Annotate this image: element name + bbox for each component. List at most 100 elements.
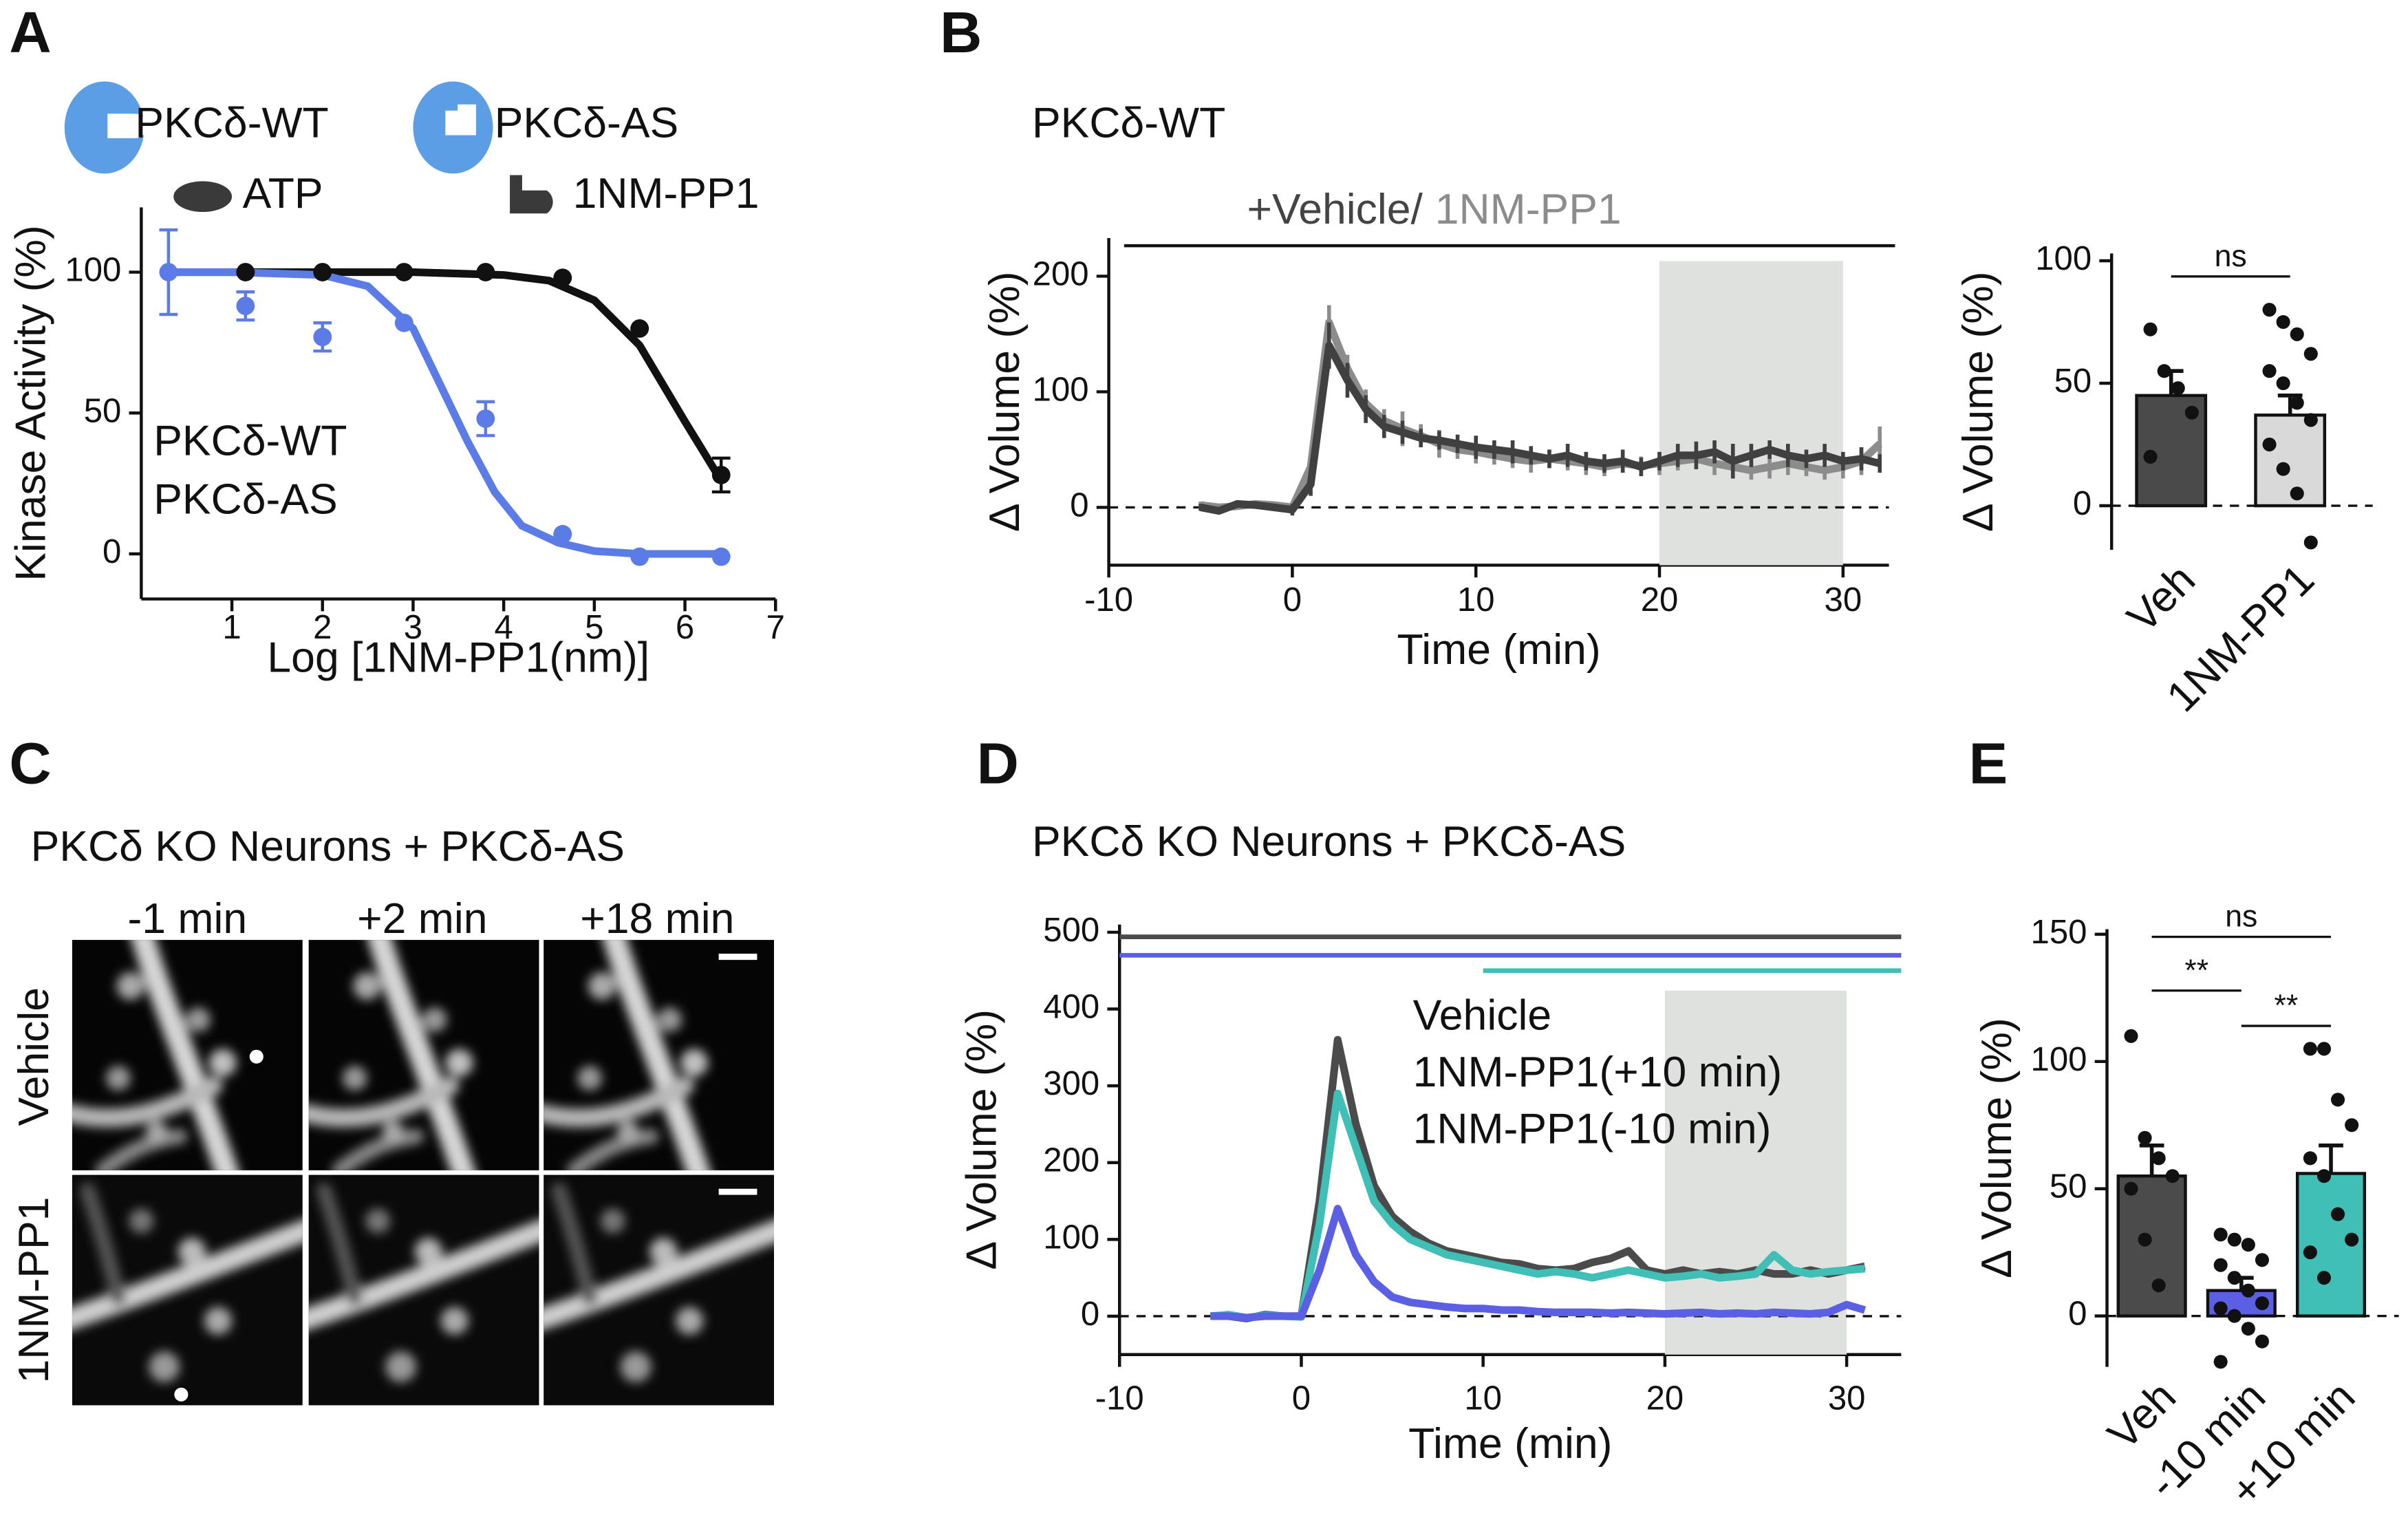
chart-title: PKCδ KO Neurons + PKCδ-AS: [1032, 817, 1626, 866]
point: [2262, 303, 2277, 317]
x-tick-label: 6: [676, 609, 694, 646]
point: [711, 465, 731, 484]
point: [2227, 1232, 2242, 1247]
point: [2138, 1130, 2152, 1145]
y-tick-label: 100: [1033, 371, 1089, 408]
image: [301, 932, 539, 1178]
legend-label: 1NM-PP1(+10 min): [1413, 1048, 1783, 1096]
point: [2151, 1278, 2166, 1293]
legend-label: 1NM-PP1: [1435, 185, 1622, 233]
legend-label: 1NM-PP1(-10 min): [1413, 1105, 1772, 1153]
point: [236, 263, 255, 281]
significance-label: ns: [2225, 900, 2257, 934]
y-tick-label: 400: [1043, 989, 1099, 1026]
point: [476, 409, 495, 428]
x-tick-label: 30: [1828, 1380, 1866, 1417]
x-tick-label: 7: [766, 609, 785, 646]
image: [301, 1175, 547, 1406]
pocket-icon: [445, 104, 476, 136]
marker-dot: [249, 1049, 264, 1064]
point: [2290, 486, 2304, 501]
point: [394, 263, 413, 281]
panel-label: E: [1969, 730, 2008, 795]
point: [2157, 364, 2171, 378]
x-tick-label: 1: [222, 609, 241, 646]
x-tick-label: 0: [1292, 1380, 1311, 1417]
y-tick-label: 100: [1043, 1219, 1099, 1256]
point: [2213, 1355, 2228, 1369]
image: [536, 1175, 782, 1406]
point: [2227, 1309, 2242, 1323]
x-tick-label: Veh: [2118, 555, 2204, 642]
point: [476, 263, 495, 281]
pocket-icon: [107, 114, 148, 138]
y-axis-title: Δ Volume (%): [1972, 1018, 2021, 1278]
y-tick-label: 50: [84, 392, 122, 429]
point: [313, 263, 332, 281]
point: [2303, 413, 2318, 427]
y-tick-label: 50: [2050, 1168, 2087, 1205]
x-tick-label: 3: [404, 609, 422, 646]
point: [2165, 1169, 2180, 1183]
atp-icon: [173, 181, 233, 213]
y-tick-label: 0: [103, 533, 121, 570]
series-line: [1210, 1089, 1866, 1322]
point: [2345, 1118, 2359, 1133]
point: [2316, 1042, 2332, 1056]
point: [313, 328, 332, 347]
series-line: [1199, 341, 1881, 515]
point: [711, 547, 731, 566]
point: [2316, 1169, 2332, 1183]
point: [630, 319, 649, 338]
annotation: +Vehicle/1NM-PP1: [1247, 185, 1622, 233]
y-tick-label: 100: [2031, 1041, 2087, 1078]
y-tick-label: 100: [65, 252, 121, 289]
y-tick-label: 300: [1043, 1065, 1099, 1102]
series-line: [1210, 1205, 1867, 1322]
x-tick-label: -10: [1095, 1380, 1144, 1417]
point: [2331, 1093, 2345, 1107]
point: [394, 313, 413, 332]
y-tick-label: 0: [2073, 485, 2092, 522]
row-label: Vehicle: [10, 987, 58, 1126]
chart-title: PKCδ-WT: [1032, 99, 1225, 147]
point: [2303, 347, 2318, 361]
point: [2171, 381, 2185, 396]
point: [2124, 1029, 2138, 1043]
point: [2255, 1253, 2269, 1267]
point: [2290, 327, 2304, 341]
x-tick-label: 10: [1464, 1380, 1502, 1417]
y-tick-label: 500: [1043, 912, 1099, 949]
point: [2143, 449, 2158, 464]
image: [65, 1175, 310, 1406]
image: [65, 932, 303, 1178]
x-axis-title: Log [1NM-PP1(nm)]: [267, 633, 649, 681]
legend-label: PKCδ-AS: [153, 475, 338, 523]
point: [2241, 1283, 2255, 1298]
error-bar: [2277, 394, 2303, 416]
point: [2255, 1334, 2269, 1349]
point: [553, 268, 572, 288]
point: [2241, 1322, 2255, 1336]
y-tick-label: 50: [2054, 363, 2092, 400]
y-tick-label: 0: [2068, 1296, 2087, 1333]
panel-label: B: [940, 0, 982, 65]
error-bar: [2139, 1144, 2164, 1177]
annotation-text: +Vehicle/: [1247, 185, 1423, 233]
point: [2241, 1238, 2255, 1252]
row-label: 1NM-PP1: [10, 1197, 58, 1384]
significance-label: ns: [2215, 239, 2247, 273]
point: [2276, 462, 2290, 476]
bar: [2254, 414, 2327, 508]
point: [2151, 1151, 2166, 1166]
panel-label: C: [9, 730, 51, 795]
point: [2303, 1245, 2317, 1260]
bar: [2116, 1174, 2187, 1318]
point: [2213, 1258, 2228, 1272]
x-tick-label: 4: [494, 609, 513, 646]
point: [630, 547, 649, 566]
x-tick-label: 2: [313, 609, 332, 646]
y-axis-title: Δ Volume (%): [980, 271, 1029, 532]
